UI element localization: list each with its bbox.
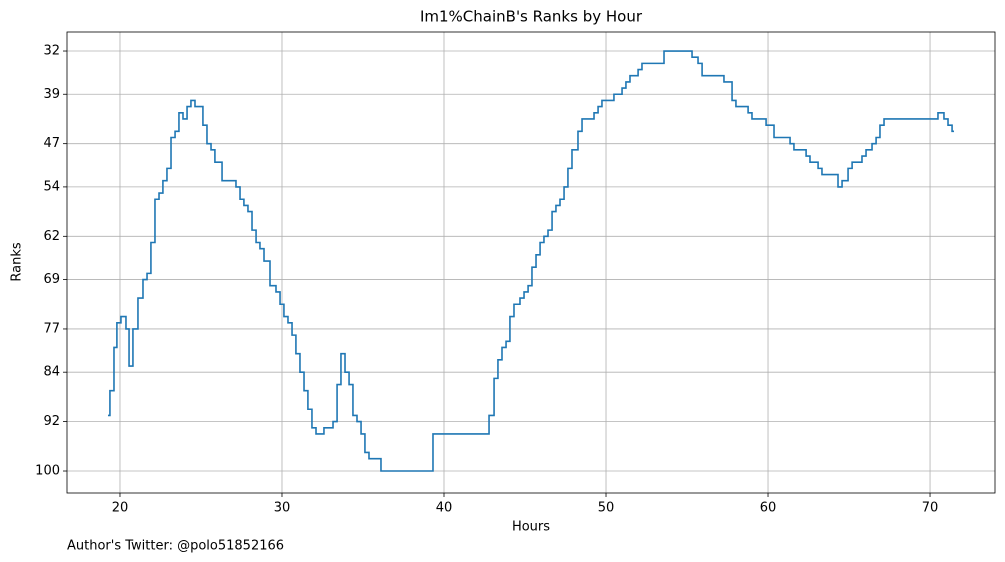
- y-tick-label: 77: [43, 321, 60, 336]
- chart-title: Im1%ChainB's Ranks by Hour: [420, 8, 643, 26]
- y-tick-label: 92: [43, 414, 60, 429]
- y-tick-label: 47: [43, 136, 60, 151]
- y-axis-label: Ranks: [10, 242, 25, 281]
- x-tick-label: 50: [598, 501, 615, 516]
- footnote: Author's Twitter: @polo51852166: [67, 539, 284, 554]
- x-tick-label: 40: [436, 501, 453, 516]
- y-tick-label: 39: [43, 87, 60, 102]
- x-tick-label: 60: [760, 501, 777, 516]
- plot-frame: [66, 31, 996, 494]
- line: [107, 50, 955, 472]
- x-tick-label: 70: [922, 501, 939, 516]
- y-tick-label: 54: [43, 179, 60, 194]
- y-tick-label: 69: [43, 272, 60, 287]
- y-tick-label: 62: [43, 229, 60, 244]
- y-tick-label: 84: [43, 365, 60, 380]
- x-axis-label: Hours: [512, 520, 550, 535]
- y-tick-label: 32: [43, 44, 60, 59]
- x-tick-label: 30: [274, 501, 291, 516]
- x-tick-label: 20: [112, 501, 129, 516]
- y-tick-label: 100: [35, 464, 60, 479]
